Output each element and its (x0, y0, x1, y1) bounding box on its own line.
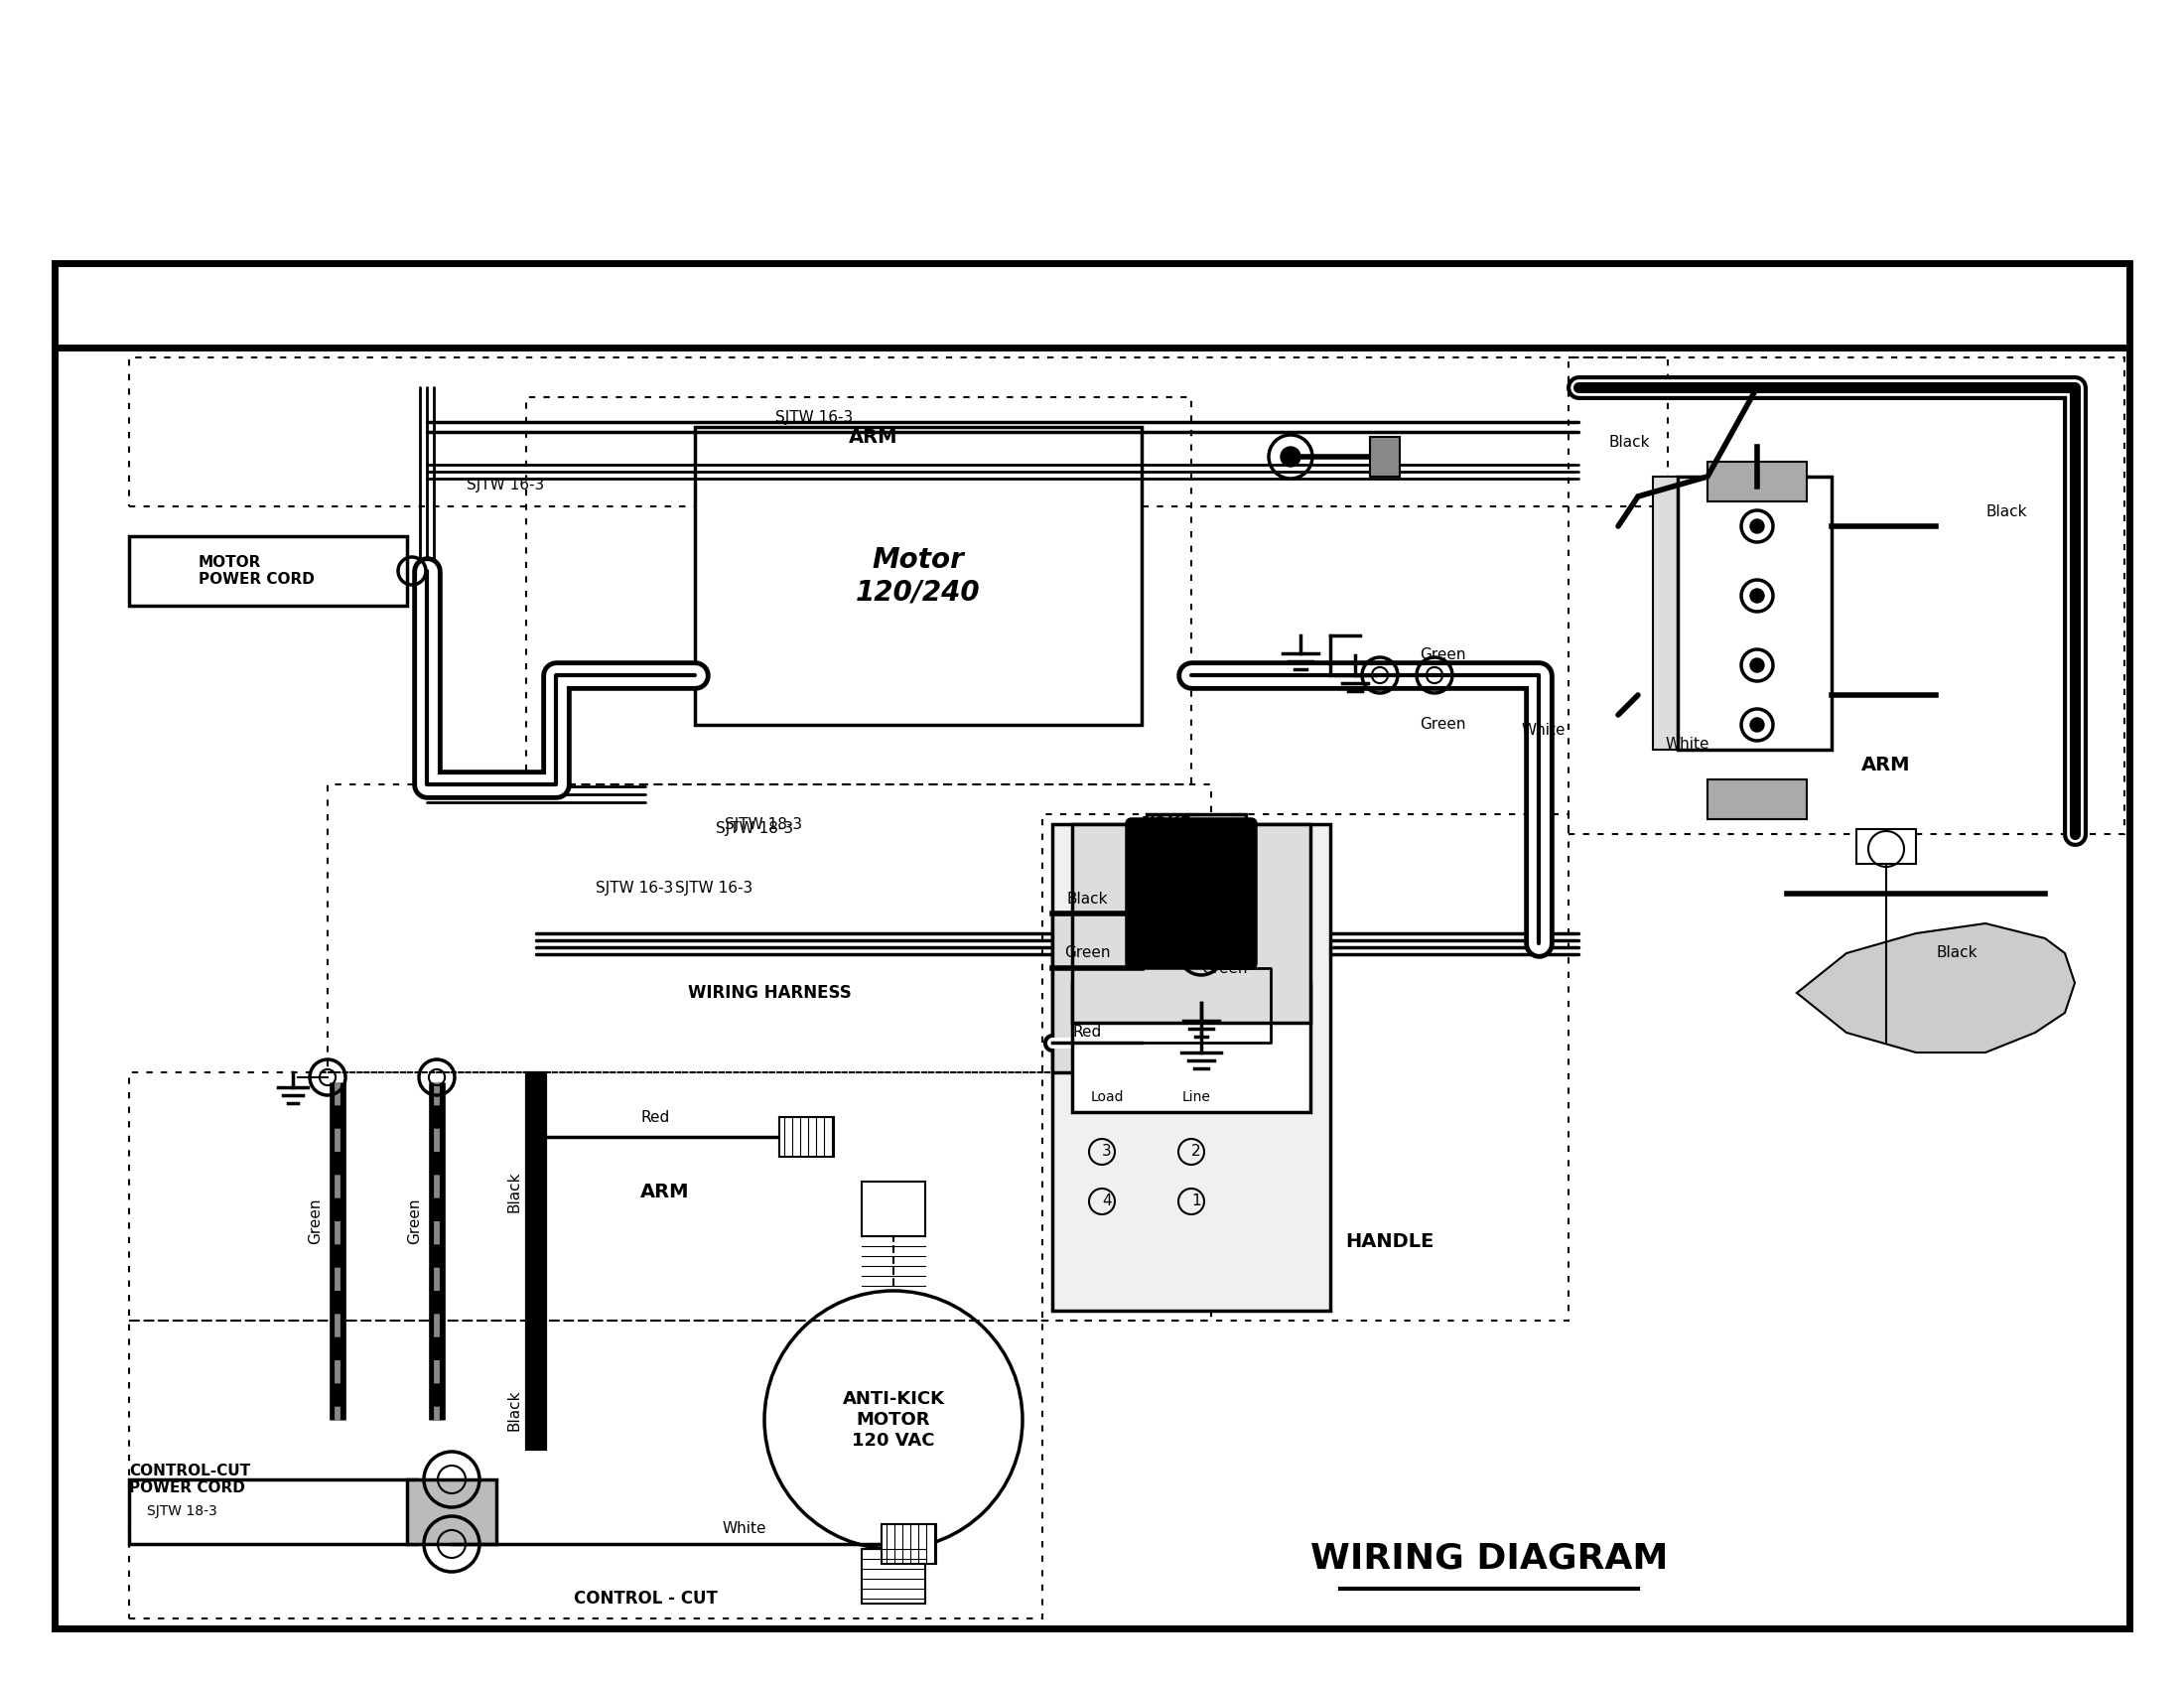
Text: CONTROL-CUT
POWER CORD: CONTROL-CUT POWER CORD (129, 1463, 251, 1495)
Bar (1856, 829, 1915, 864)
Bar (129, 1073, 1212, 1320)
Text: Load: Load (1090, 1090, 1123, 1105)
Bar (129, 536, 406, 606)
Text: CONTROL - CUT: CONTROL - CUT (574, 1590, 716, 1608)
Bar (1072, 823, 1310, 1022)
Text: White: White (1522, 722, 1566, 738)
Bar (882, 1524, 937, 1564)
Bar (55, 263, 2129, 1628)
Circle shape (1280, 446, 1299, 466)
Text: HANDLE: HANDLE (1345, 1231, 1435, 1251)
Text: WIRING DIAGRAM: WIRING DIAGRAM (1310, 1543, 1669, 1576)
Bar (129, 1480, 417, 1544)
Text: Red: Red (1072, 1026, 1101, 1041)
Bar (1653, 477, 1677, 749)
Text: SJTW 18-3: SJTW 18-3 (146, 1504, 216, 1519)
Text: Line: Line (1182, 1090, 1210, 1105)
Text: MOTOR
POWER CORD: MOTOR POWER CORD (199, 554, 314, 588)
Text: Black: Black (507, 1389, 522, 1430)
Text: SJTW 16-3: SJTW 16-3 (775, 409, 854, 424)
Bar (1147, 813, 1245, 864)
Circle shape (1749, 717, 1765, 733)
Text: 4: 4 (1103, 1194, 1112, 1209)
Text: Black: Black (1985, 504, 2027, 519)
Bar (1708, 780, 1806, 818)
Text: ANTI-KICK
MOTOR
120 VAC: ANTI-KICK MOTOR 120 VAC (843, 1391, 943, 1450)
FancyBboxPatch shape (1127, 818, 1256, 968)
Text: ARM: ARM (640, 1182, 690, 1201)
Bar (863, 1182, 926, 1236)
Text: Motor
120/240: Motor 120/240 (856, 546, 981, 606)
Polygon shape (1797, 923, 2075, 1052)
Bar (1677, 477, 1832, 749)
Bar (1072, 983, 1310, 1111)
Circle shape (1749, 658, 1765, 672)
Text: Black: Black (1935, 946, 1977, 960)
Bar (1806, 477, 1832, 749)
Bar (1042, 813, 1568, 1320)
Bar (1708, 461, 1806, 502)
Text: Black: Black (1151, 822, 1192, 837)
Text: SJTW 16-3: SJTW 16-3 (467, 477, 544, 492)
Text: Black: Black (507, 1170, 522, 1212)
Text: WIRING HARNESS: WIRING HARNESS (688, 983, 852, 1002)
Text: Red: Red (640, 1110, 670, 1125)
Bar (1053, 913, 1136, 1073)
Bar (526, 397, 1190, 785)
Text: YOKE: YOKE (1142, 815, 1190, 834)
Text: SJTW 18-3: SJTW 18-3 (716, 822, 793, 837)
Text: White: White (723, 1522, 767, 1536)
Text: ARM: ARM (1861, 754, 1911, 775)
Bar (1568, 357, 2125, 834)
Circle shape (1749, 519, 1765, 534)
Text: ARM: ARM (850, 428, 898, 446)
Text: Green: Green (308, 1199, 323, 1244)
Bar (129, 357, 1669, 507)
Text: Green: Green (1420, 717, 1465, 733)
Text: White: White (1666, 738, 1710, 753)
Bar (328, 785, 1212, 1073)
Text: SJTW 16-3: SJTW 16-3 (675, 881, 753, 896)
Text: 2: 2 (1192, 1145, 1201, 1159)
Text: 1: 1 (1192, 1194, 1201, 1209)
Bar (129, 1320, 1042, 1618)
Bar (1053, 823, 1330, 1310)
Bar (406, 1480, 496, 1544)
Text: SJTW 18-3: SJTW 18-3 (725, 817, 802, 832)
Bar (780, 1116, 834, 1157)
Text: Green: Green (1064, 946, 1109, 960)
Text: Green: Green (408, 1199, 422, 1244)
Text: 3: 3 (1103, 1145, 1112, 1159)
Text: Black: Black (1066, 891, 1107, 906)
Text: Green: Green (1420, 648, 1465, 663)
Bar (695, 428, 1142, 724)
Text: Black: Black (1607, 434, 1649, 450)
Bar (863, 1549, 926, 1603)
Circle shape (1749, 589, 1765, 603)
Text: SJTW 16-3: SJTW 16-3 (596, 881, 673, 896)
Text: Green: Green (1201, 960, 1247, 975)
Bar (1369, 436, 1400, 477)
